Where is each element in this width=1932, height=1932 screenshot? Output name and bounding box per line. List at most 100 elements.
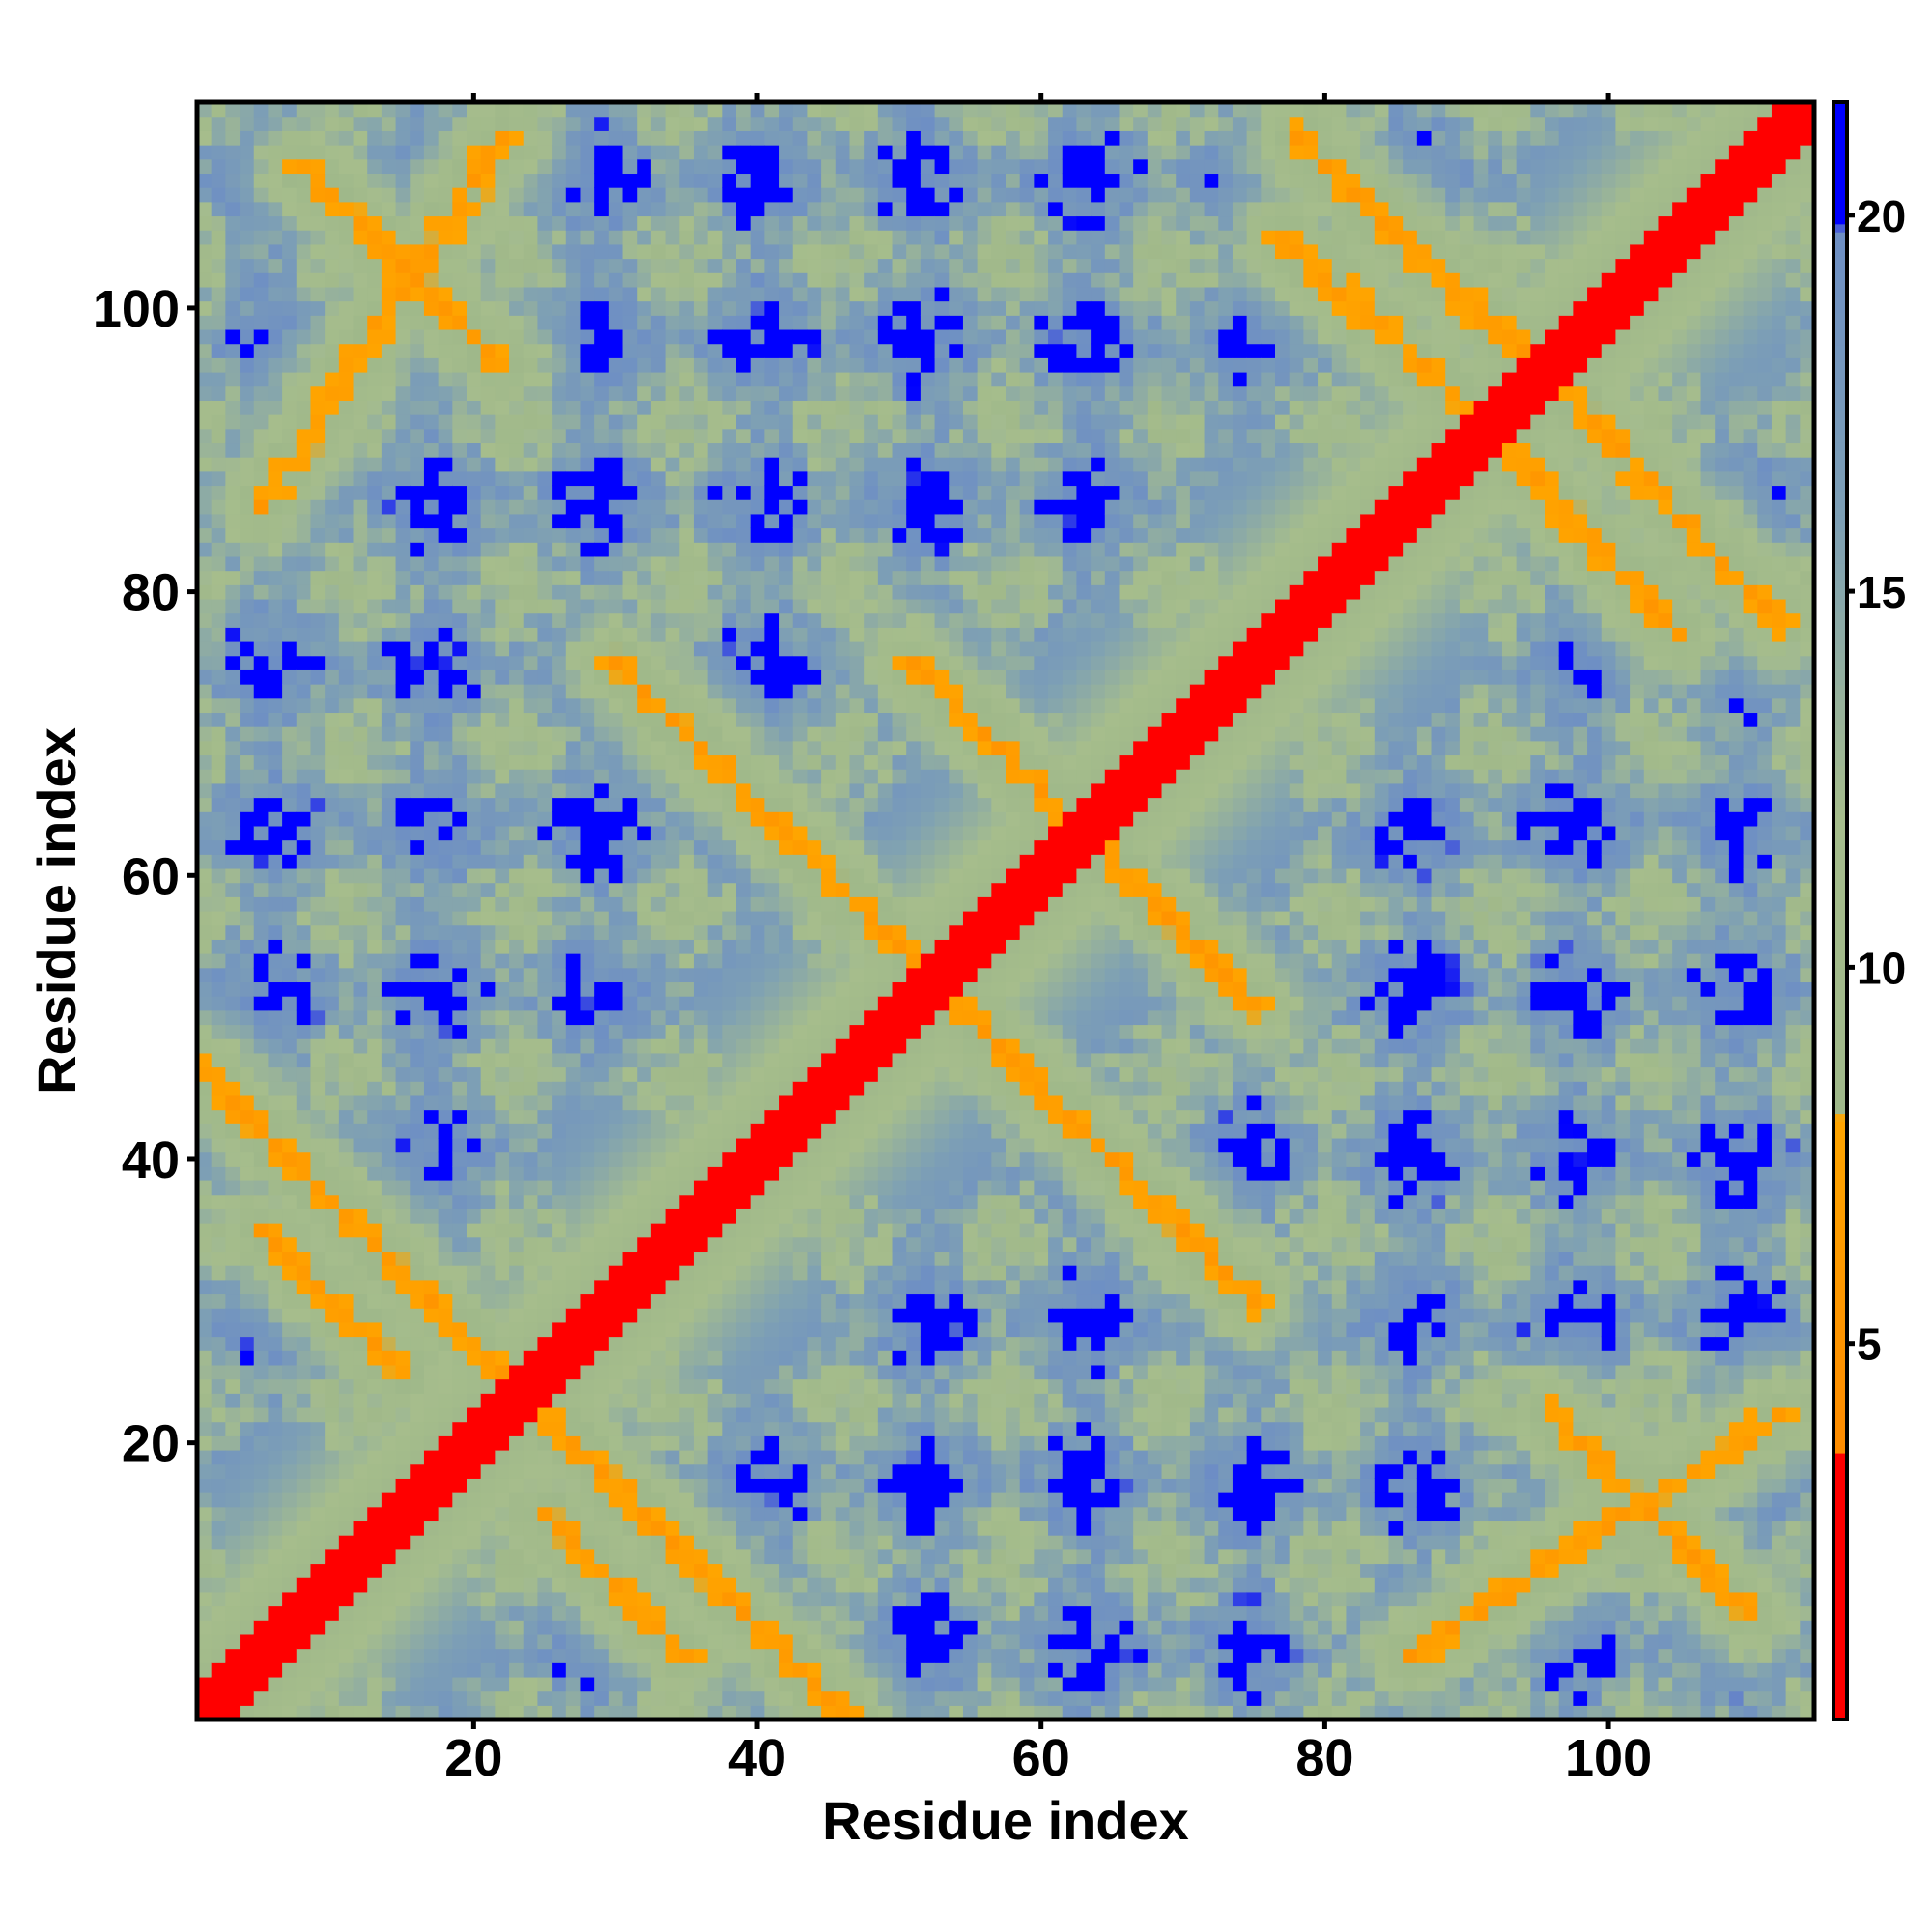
heatmap-cell — [410, 612, 425, 628]
heatmap-cell — [580, 158, 595, 175]
heatmap-cell — [580, 457, 595, 472]
heatmap-cell — [467, 1321, 482, 1338]
heatmap-cell — [779, 584, 794, 600]
heatmap-cell — [722, 1591, 737, 1607]
heatmap-cell — [423, 1009, 440, 1026]
heatmap-cell — [807, 769, 822, 784]
heatmap-cell — [410, 555, 425, 572]
heatmap-cell — [197, 201, 213, 217]
heatmap-cell — [779, 1634, 794, 1650]
heatmap-cell — [565, 867, 582, 884]
heatmap-cell — [637, 981, 652, 997]
heatmap-cell — [438, 740, 453, 756]
heatmap-cell — [253, 939, 270, 954]
heatmap-cell — [395, 740, 411, 756]
heatmap-cell — [537, 1620, 553, 1635]
heatmap-cell — [509, 1321, 525, 1338]
heatmap-cell — [338, 1463, 355, 1479]
heatmap-cell — [225, 1208, 241, 1224]
heatmap-cell — [750, 1676, 765, 1692]
heatmap-cell — [253, 1223, 270, 1238]
heatmap-cell — [197, 996, 213, 1011]
heatmap-cell — [807, 811, 822, 827]
heatmap-cell — [367, 612, 383, 628]
heatmap-cell — [537, 924, 553, 940]
heatmap-cell — [552, 1279, 567, 1295]
heatmap-cell — [552, 754, 567, 770]
heatmap-cell — [438, 286, 453, 302]
heatmap-cell — [722, 627, 737, 642]
heatmap-cell — [679, 555, 695, 572]
heatmap-cell — [565, 996, 582, 1011]
heatmap-cell — [764, 357, 780, 373]
heatmap-cell — [580, 470, 595, 487]
heatmap-cell — [211, 811, 226, 827]
heatmap-cell — [792, 385, 809, 401]
heatmap-cell — [338, 215, 355, 231]
heatmap-cell — [338, 1279, 355, 1295]
heatmap-cell — [665, 485, 680, 500]
heatmap-cell — [622, 1052, 638, 1068]
heatmap-cell — [807, 1066, 822, 1082]
heatmap-cell — [480, 286, 496, 302]
heatmap-cell — [650, 1378, 667, 1394]
heatmap-cell — [438, 641, 453, 657]
heatmap-cell — [282, 996, 298, 1011]
heatmap-cell — [707, 1406, 723, 1423]
heatmap-cell — [423, 981, 440, 997]
heatmap-cell — [722, 385, 737, 401]
heatmap-cell — [622, 712, 638, 727]
heatmap-cell — [495, 882, 510, 897]
heatmap-cell — [353, 1406, 368, 1423]
heatmap-cell — [480, 939, 496, 954]
heatmap-cell — [240, 187, 255, 203]
heatmap-cell — [211, 1435, 226, 1451]
heatmap-cell — [736, 1350, 752, 1366]
heatmap-cell — [467, 158, 482, 175]
heatmap-cell — [650, 1109, 667, 1124]
heatmap-cell — [381, 1038, 397, 1054]
heatmap-cell — [523, 769, 539, 784]
heatmap-cell — [225, 967, 241, 983]
heatmap-cell — [452, 372, 468, 387]
heatmap-cell — [608, 102, 624, 118]
heatmap-cell — [679, 1620, 695, 1635]
heatmap-cell — [353, 1180, 368, 1196]
heatmap-cell — [665, 1137, 680, 1153]
heatmap-cell — [537, 882, 553, 897]
heatmap-cell — [225, 215, 241, 231]
heatmap-cell — [338, 967, 355, 983]
heatmap-cell — [779, 1208, 794, 1224]
heatmap-cell — [792, 811, 809, 827]
heatmap-cell — [296, 1563, 312, 1578]
heatmap-cell — [622, 1577, 638, 1593]
heatmap-cell — [395, 669, 411, 685]
heatmap-cell — [722, 1236, 737, 1253]
heatmap-cell — [608, 612, 624, 628]
heatmap-cell — [282, 854, 298, 869]
heatmap-cell — [423, 1506, 440, 1522]
heatmap-cell — [707, 1308, 723, 1323]
heatmap-cell — [779, 258, 794, 273]
heatmap-cell — [480, 655, 496, 670]
heatmap-cell — [736, 1463, 752, 1479]
heatmap-cell — [410, 882, 425, 897]
heatmap-cell — [679, 1378, 695, 1394]
heatmap-cell — [381, 712, 397, 727]
heatmap-cell — [523, 1435, 539, 1451]
heatmap-cell — [608, 130, 624, 146]
heatmap-cell — [707, 1705, 723, 1720]
heatmap-cell — [736, 1620, 752, 1635]
heatmap-cell — [240, 158, 255, 175]
heatmap-cell — [792, 158, 809, 175]
heatmap-cell — [296, 470, 312, 487]
heatmap-cell — [722, 1350, 737, 1366]
heatmap-cell — [679, 1094, 695, 1111]
heatmap-cell — [438, 187, 453, 203]
heatmap-cell — [552, 1435, 567, 1451]
heatmap-cell — [197, 1350, 213, 1366]
heatmap-cell — [395, 754, 411, 770]
heatmap-cell — [268, 300, 283, 316]
heatmap-cell — [552, 911, 567, 926]
heatmap-cell — [296, 797, 312, 812]
